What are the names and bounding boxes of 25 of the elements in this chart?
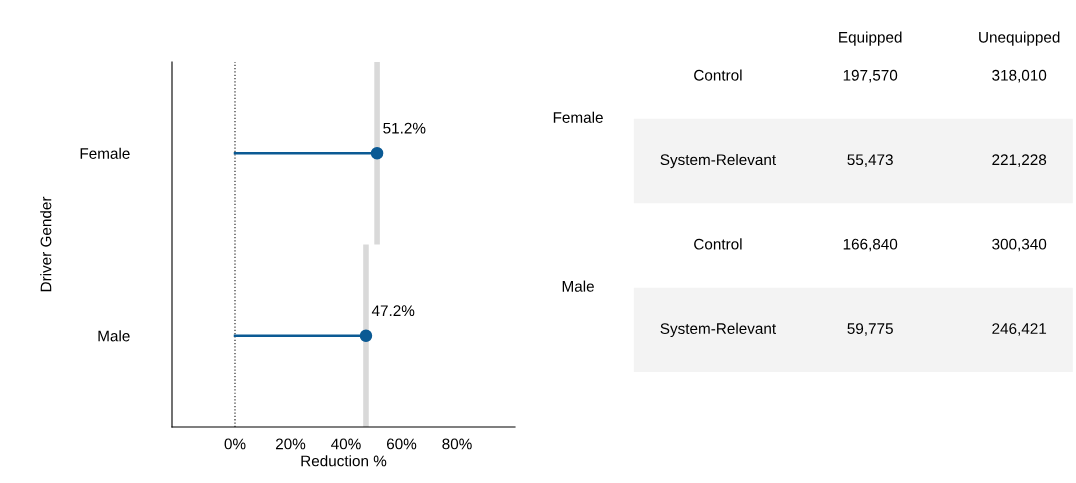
x-tick-label: 20%: [275, 438, 306, 450]
category-label: Male: [562, 280, 594, 292]
text: 246,421: [992, 323, 1047, 336]
category-label: Unequipped: [979, 31, 1060, 46]
x-tick-label: 60%: [386, 438, 417, 450]
text: 166,840: [843, 238, 898, 252]
text: 221,228: [992, 154, 1047, 167]
category-label: System-Relevant: [660, 153, 776, 169]
y-axis-title: Driver Gender: [40, 196, 52, 292]
text: 59,775: [847, 323, 893, 336]
text: 197,570: [843, 69, 898, 83]
data-label: 51.2%: [383, 122, 426, 134]
x-tick-label: 0%: [224, 438, 246, 450]
category-label: Control: [694, 238, 742, 250]
category-label: Female: [553, 111, 603, 123]
data-label: 47.2%: [371, 305, 415, 316]
text: 318,010: [992, 69, 1047, 83]
x-tick-label: 80%: [442, 438, 472, 450]
category-label: Equipped: [839, 31, 902, 46]
category-label: System-Relevant: [660, 322, 776, 338]
x-tick-label: 40%: [331, 438, 361, 450]
x-axis-title: Reduction %: [301, 455, 387, 467]
text: 55,473: [847, 154, 893, 167]
category-label: Control: [694, 69, 742, 81]
text: 300,340: [992, 238, 1047, 252]
